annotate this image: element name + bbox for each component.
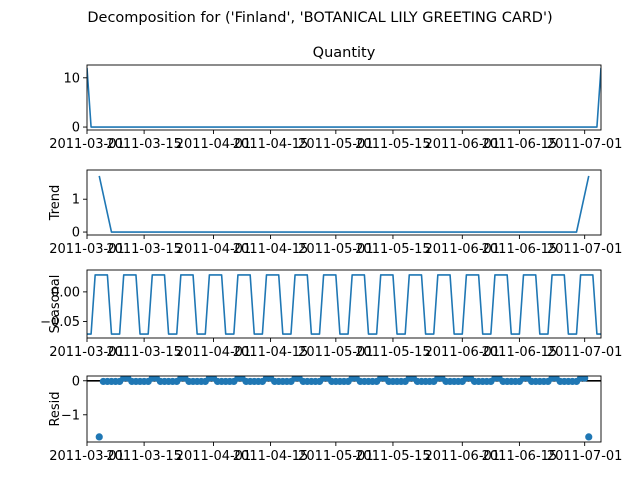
- plot-area-resid: [87, 376, 601, 441]
- plot-area-trend: [98, 175, 590, 233]
- x-tick-label: 2011-03-15: [106, 345, 182, 360]
- x-tick-label: 2011-03-01: [49, 137, 125, 152]
- x-tick-label: 2011-07-01: [547, 449, 623, 464]
- y-tick-label: 0: [72, 121, 80, 136]
- y-tick-label: 0.00: [51, 285, 80, 300]
- x-tick-label: 2011-06-01: [425, 345, 501, 360]
- x-tick-label: 2011-04-15: [233, 137, 309, 152]
- resid-outlier-point: [95, 433, 103, 441]
- x-tick-label: 2011-07-01: [547, 345, 623, 360]
- panel-title: Quantity: [313, 45, 376, 61]
- x-tick-label: 2011-03-01: [49, 345, 125, 360]
- x-tick-label: 2011-04-01: [176, 242, 252, 257]
- y-axis-label: Resid: [48, 391, 63, 426]
- panel-trend: Trend012011-03-012011-03-152011-04-01201…: [48, 169, 623, 257]
- panel-frame: [86, 269, 602, 339]
- trend-series-line: [98, 175, 590, 233]
- panel-frame: [86, 169, 602, 236]
- x-tick-label: 2011-05-01: [298, 449, 374, 464]
- x-tick-label: 2011-04-15: [233, 345, 309, 360]
- x-tick-label: 2011-04-15: [233, 242, 309, 257]
- x-tick-label: 2011-05-15: [355, 449, 431, 464]
- y-tick-label: 0: [72, 226, 80, 241]
- x-tick-label: 2011-03-01: [49, 242, 125, 257]
- x-tick-label: 2011-05-15: [355, 137, 431, 152]
- x-tick-label: 2011-05-15: [355, 345, 431, 360]
- plot-area-quantity: [87, 67, 601, 128]
- x-tick-label: 2011-06-01: [425, 449, 501, 464]
- x-tick-label: 2011-06-15: [482, 242, 558, 257]
- resid-outlier-point: [585, 433, 593, 441]
- seasonal-series-line: [87, 274, 601, 335]
- panel-resid: Resid0−12011-03-012011-03-152011-04-0120…: [48, 374, 622, 464]
- x-tick-label: 2011-04-01: [176, 345, 252, 360]
- x-tick-label: 2011-05-01: [298, 137, 374, 152]
- x-tick-label: 2011-05-01: [298, 242, 374, 257]
- x-tick-label: 2011-04-01: [176, 137, 252, 152]
- panel-frame: [86, 64, 602, 131]
- panels: Quantity0102011-03-012011-03-152011-04-0…: [40, 45, 622, 464]
- x-tick-label: 2011-06-15: [482, 345, 558, 360]
- y-tick-label: 10: [63, 71, 80, 86]
- x-tick-label: 2011-07-01: [547, 137, 623, 152]
- quantity-series-line: [87, 67, 601, 128]
- panel-frame: [86, 375, 602, 443]
- x-tick-label: 2011-03-01: [49, 449, 125, 464]
- x-tick-label: 2011-05-01: [298, 345, 374, 360]
- y-tick-label: −1: [61, 408, 80, 423]
- panel-quantity: Quantity 0 10 2011-03-012011-03-152011-04-0…: [49, 45, 622, 152]
- x-tick-label: 2011-03-15: [106, 137, 182, 152]
- y-tick-label: −0.05: [40, 315, 80, 330]
- y-axis-label: Seasonal: [48, 275, 63, 334]
- x-tick-label: 2011-07-01: [547, 242, 623, 257]
- panel-seasonal: Seasonal0.00−0.052011-03-012011-03-15201…: [40, 269, 623, 360]
- y-axis-label: Trend: [48, 185, 63, 222]
- figure-suptitle: Decomposition for ('Finland', 'BOTANICAL…: [87, 10, 552, 26]
- y-tick-label: 0: [72, 374, 80, 389]
- plot-area-seasonal: [87, 274, 601, 335]
- x-tick-label: 2011-06-01: [425, 137, 501, 152]
- x-tick-label: 2011-04-01: [176, 449, 252, 464]
- x-tick-label: 2011-06-15: [482, 137, 558, 152]
- x-tick-label: 2011-04-15: [233, 449, 309, 464]
- x-tick-label: 2011-06-15: [482, 449, 558, 464]
- x-tick-label: 2011-06-01: [425, 242, 501, 257]
- x-tick-label: 2011-03-15: [106, 242, 182, 257]
- y-tick-label: 1: [72, 193, 80, 208]
- resid-point: [581, 376, 589, 382]
- x-tick-label: 2011-05-15: [355, 242, 431, 257]
- x-tick-label: 2011-03-15: [106, 449, 182, 464]
